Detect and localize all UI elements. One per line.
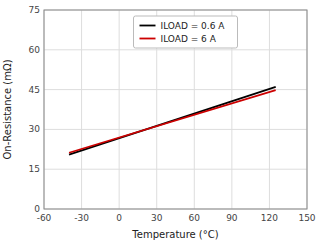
x-tick-label: 60 bbox=[189, 213, 201, 223]
legend-swatch bbox=[140, 25, 156, 27]
x-tick-label: 30 bbox=[151, 213, 163, 223]
legend-label: ILOAD = 0.6 A bbox=[161, 21, 226, 31]
series-line bbox=[69, 90, 276, 153]
plot-frame bbox=[44, 10, 307, 209]
y-tick-label: 30 bbox=[29, 124, 41, 134]
y-grid-line bbox=[44, 49, 307, 50]
y-tick-label: 60 bbox=[29, 45, 41, 55]
x-tick-label: 0 bbox=[116, 213, 122, 223]
x-tick-label: 150 bbox=[298, 213, 315, 223]
series-line bbox=[69, 87, 276, 155]
x-tick-label: -30 bbox=[74, 213, 89, 223]
y-tick-label: 75 bbox=[29, 5, 40, 15]
x-tick-label: -60 bbox=[37, 213, 52, 223]
x-tick-label: 90 bbox=[226, 213, 238, 223]
y-tick-label: 45 bbox=[29, 85, 40, 95]
y-grid-line bbox=[44, 169, 307, 170]
legend-swatch bbox=[140, 38, 156, 40]
chart: -60 -30 0 30 60 90 120 150 0 15 30 45 60 75 Temperatur… bbox=[0, 0, 319, 243]
legend: ILOAD = 0.6 A ILOAD = 6 A bbox=[134, 16, 238, 48]
grid bbox=[44, 10, 307, 209]
y-grid-line bbox=[44, 129, 307, 130]
legend-label: ILOAD = 6 A bbox=[161, 34, 217, 44]
x-grid-line bbox=[269, 10, 270, 209]
x-grid-line bbox=[81, 10, 82, 209]
x-tick-label: 120 bbox=[261, 213, 278, 223]
x-axis-label: Temperature (°C) bbox=[131, 229, 218, 240]
legend-box bbox=[134, 16, 238, 48]
x-grid-line bbox=[119, 10, 120, 209]
y-tick-label: 15 bbox=[29, 164, 40, 174]
lines bbox=[69, 87, 276, 155]
y-tick-label: 0 bbox=[34, 204, 40, 214]
y-axis-label: On-Resistance (mΩ) bbox=[2, 59, 13, 159]
